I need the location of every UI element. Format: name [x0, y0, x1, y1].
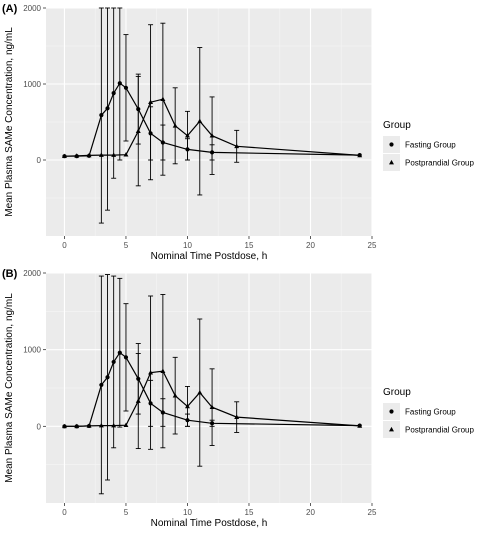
data-point [111, 422, 117, 428]
data-point [357, 152, 363, 158]
data-point [135, 128, 141, 133]
data-point [209, 404, 215, 409]
data-point [135, 398, 141, 403]
x-tick-label: 25 [368, 241, 377, 250]
legend-marker-circle [389, 142, 394, 147]
x-tick-label: 0 [62, 508, 67, 517]
data-point [172, 123, 178, 128]
x-tick-label: 15 [245, 241, 254, 250]
data-point [86, 423, 92, 428]
data-point [234, 143, 240, 149]
x-tick-label: 0 [62, 241, 67, 250]
data-point [86, 152, 92, 158]
y-tick-label: 1000 [23, 346, 41, 355]
y-axis-title: Mean Plasma SAMe Concentration, ng/mL [4, 293, 15, 483]
legend-title: Group [383, 120, 411, 131]
chart-panel-a: (A) 0 5 10 15 20 25 0 1000 2000 Nominal Time Postd… [2, 3, 474, 262]
data-point [185, 133, 190, 138]
data-point [160, 368, 166, 373]
panel-label: (A) [2, 3, 18, 15]
x-tick-label: 10 [183, 241, 192, 250]
legend: Group Fasting Group Postprandial Group [383, 120, 474, 171]
legend-entry-label: Postprandial Group [405, 426, 474, 435]
data-point [105, 375, 110, 380]
x-axis-title: Nominal Time Postdose, h [151, 251, 268, 262]
y-tick-label: 2000 [23, 269, 41, 278]
data-point [160, 96, 166, 102]
data-point [209, 133, 215, 138]
data-point [117, 81, 122, 86]
legend-title: Group [383, 387, 411, 398]
data-point [61, 153, 67, 159]
data-point [357, 423, 363, 428]
series-postprandial [61, 22, 363, 196]
data-point [98, 152, 104, 157]
y-tick-label: 0 [37, 422, 42, 431]
x-axis-title: Nominal Time Postdose, h [151, 518, 268, 529]
legend-marker-circle [389, 409, 394, 414]
data-point [111, 91, 116, 96]
data-point [98, 422, 104, 428]
panel-label: (B) [2, 268, 18, 280]
legend-entry-label: Fasting Group [405, 408, 456, 417]
data-point [148, 99, 154, 105]
data-point [99, 113, 104, 118]
data-point [234, 414, 240, 419]
data-point [185, 403, 190, 409]
data-point [197, 390, 203, 395]
data-point [99, 382, 104, 388]
x-tick-label: 25 [368, 508, 377, 517]
data-point [61, 423, 67, 429]
x-tick-label: 5 [124, 508, 129, 517]
data-point [148, 370, 154, 375]
series-line [64, 82, 360, 157]
series-line [64, 351, 360, 427]
legend: Group Fasting Group Postprandial Group [383, 387, 474, 438]
series-postprandial [61, 294, 363, 467]
x-tick-label: 15 [245, 508, 254, 517]
data-point [117, 350, 122, 355]
data-point [111, 359, 116, 365]
y-tick-label: 0 [37, 156, 42, 165]
y-axis-title: Mean Plasma SAMe Concentration, ng/mL [4, 27, 15, 217]
data-point [123, 152, 129, 157]
legend-entry-label: Fasting Group [405, 141, 456, 150]
data-point [74, 423, 80, 429]
data-point [197, 118, 203, 124]
data-point [74, 153, 80, 158]
legend-marker-triangle [389, 426, 394, 432]
data-point [111, 152, 117, 157]
x-tick-label: 20 [306, 241, 315, 250]
y-tick-label: 2000 [23, 4, 41, 13]
x-tick-label: 5 [124, 241, 129, 250]
chart-panel-b: (B) 0 5 10 15 20 25 0 1000 2000 Nominal Time Postd… [2, 268, 474, 529]
data-point [105, 106, 110, 111]
x-tick-label: 10 [183, 508, 192, 517]
data-point [172, 393, 178, 398]
data-point [123, 85, 129, 90]
x-tick-label: 20 [306, 508, 315, 517]
legend-entry-label: Postprandial Group [405, 159, 474, 168]
legend-marker-triangle [389, 159, 394, 165]
data-point [123, 422, 129, 428]
data-point [123, 355, 129, 360]
y-tick-label: 1000 [23, 80, 41, 89]
